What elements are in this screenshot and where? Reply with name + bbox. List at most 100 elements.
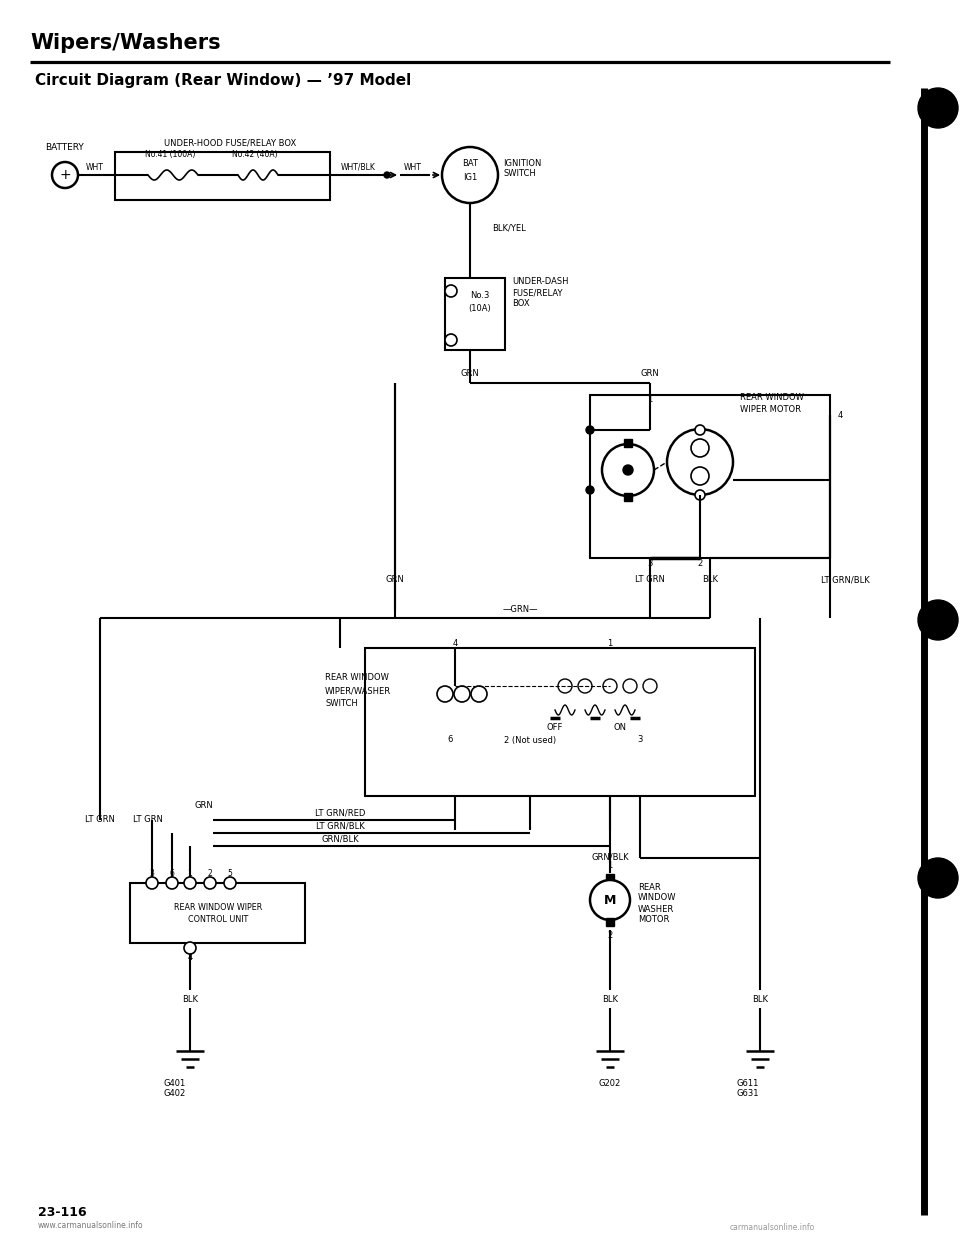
Text: 4: 4 <box>187 954 193 963</box>
Text: WHT/BLK: WHT/BLK <box>341 163 375 171</box>
Text: carmanualsonline.info: carmanualsonline.info <box>730 1223 815 1232</box>
Text: www.carmanualsonline.info: www.carmanualsonline.info <box>38 1221 144 1230</box>
Circle shape <box>558 679 572 693</box>
Circle shape <box>586 426 594 433</box>
Bar <box>606 874 614 882</box>
Text: UNDER-HOOD FUSE/RELAY BOX: UNDER-HOOD FUSE/RELAY BOX <box>164 139 296 148</box>
Text: 3: 3 <box>647 559 653 568</box>
Bar <box>115 152 330 200</box>
Text: GRN: GRN <box>640 370 660 379</box>
Circle shape <box>918 600 958 640</box>
Circle shape <box>445 284 457 297</box>
Circle shape <box>471 686 487 702</box>
Text: LT GRN/BLK: LT GRN/BLK <box>821 575 870 585</box>
Text: IGNITION: IGNITION <box>503 159 541 168</box>
Text: 2 (Not used): 2 (Not used) <box>504 735 556 744</box>
Circle shape <box>602 443 654 496</box>
Circle shape <box>643 679 657 693</box>
Text: LT GRN: LT GRN <box>133 816 163 825</box>
Text: BOX: BOX <box>512 299 530 308</box>
Text: BLK/YEL: BLK/YEL <box>492 224 526 232</box>
Text: 1: 1 <box>647 395 653 405</box>
Text: BLK: BLK <box>752 996 768 1005</box>
Text: —GRN—: —GRN— <box>502 606 538 615</box>
Text: WHT: WHT <box>404 163 422 171</box>
Text: M: M <box>604 893 616 907</box>
Circle shape <box>623 679 637 693</box>
Circle shape <box>667 428 733 496</box>
Text: BAT: BAT <box>462 159 478 168</box>
Text: LT GRN/BLK: LT GRN/BLK <box>316 821 365 831</box>
Text: REAR WINDOW WIPER: REAR WINDOW WIPER <box>174 903 262 913</box>
Bar <box>130 883 305 943</box>
Text: 6: 6 <box>447 735 453 744</box>
Text: No.42 (40A): No.42 (40A) <box>232 150 277 159</box>
Circle shape <box>204 877 216 889</box>
Circle shape <box>695 425 705 435</box>
Text: (10A): (10A) <box>468 303 492 313</box>
Text: 1: 1 <box>187 868 192 878</box>
Circle shape <box>918 88 958 128</box>
Bar <box>365 648 755 796</box>
Circle shape <box>578 679 592 693</box>
Circle shape <box>454 686 470 702</box>
Text: Wipers/Washers: Wipers/Washers <box>30 34 221 53</box>
Text: G202: G202 <box>599 1078 621 1088</box>
Text: ON: ON <box>613 724 627 733</box>
Text: G611: G611 <box>737 1078 759 1088</box>
Bar <box>606 918 614 927</box>
Text: WIPER MOTOR: WIPER MOTOR <box>740 405 801 414</box>
Text: REAR WINDOW: REAR WINDOW <box>740 394 804 402</box>
Bar <box>624 438 632 447</box>
Text: UNDER-DASH: UNDER-DASH <box>512 277 568 287</box>
Text: 2: 2 <box>608 930 612 939</box>
Circle shape <box>184 877 196 889</box>
Text: G631: G631 <box>736 1089 759 1098</box>
Text: GRN/BLK: GRN/BLK <box>322 835 359 843</box>
Text: GRN: GRN <box>194 801 213 810</box>
Text: WIPER/WASHER: WIPER/WASHER <box>325 687 391 696</box>
Circle shape <box>695 491 705 501</box>
Bar <box>445 278 505 350</box>
Text: REAR: REAR <box>638 883 660 892</box>
Circle shape <box>586 486 594 494</box>
Circle shape <box>146 877 158 889</box>
Circle shape <box>442 147 498 202</box>
Text: No.41 (100A): No.41 (100A) <box>145 150 195 159</box>
Circle shape <box>445 334 457 347</box>
Circle shape <box>691 438 709 457</box>
Circle shape <box>918 858 958 898</box>
Text: 23-116: 23-116 <box>38 1206 86 1218</box>
Circle shape <box>224 877 236 889</box>
Bar <box>624 493 632 501</box>
Text: WASHER: WASHER <box>638 904 674 914</box>
Text: 6: 6 <box>170 868 175 878</box>
Text: SWITCH: SWITCH <box>325 699 358 708</box>
Text: MOTOR: MOTOR <box>638 915 669 924</box>
Circle shape <box>603 679 617 693</box>
Text: G401: G401 <box>164 1078 186 1088</box>
Bar <box>590 395 830 558</box>
Text: SWITCH: SWITCH <box>503 169 536 179</box>
Text: FUSE/RELAY: FUSE/RELAY <box>512 288 563 298</box>
Text: LT GRN: LT GRN <box>85 816 115 825</box>
Text: 5: 5 <box>228 868 232 878</box>
Text: CONTROL UNIT: CONTROL UNIT <box>188 915 248 924</box>
Text: WINDOW: WINDOW <box>638 893 677 903</box>
Text: GRN/BLK: GRN/BLK <box>591 852 629 862</box>
Text: 2: 2 <box>697 559 703 568</box>
Text: 3: 3 <box>150 868 155 878</box>
Circle shape <box>691 467 709 484</box>
Text: No.3: No.3 <box>470 291 490 299</box>
Text: 3: 3 <box>637 735 642 744</box>
Text: G402: G402 <box>164 1089 186 1098</box>
Text: BLK: BLK <box>182 996 198 1005</box>
Text: LT GRN/RED: LT GRN/RED <box>315 809 365 817</box>
Text: 1: 1 <box>608 861 612 869</box>
Text: 4: 4 <box>837 411 843 420</box>
Circle shape <box>166 877 178 889</box>
Text: BLK: BLK <box>602 996 618 1005</box>
Circle shape <box>623 465 633 474</box>
Text: GRN: GRN <box>386 575 404 585</box>
Text: 1: 1 <box>608 640 612 648</box>
